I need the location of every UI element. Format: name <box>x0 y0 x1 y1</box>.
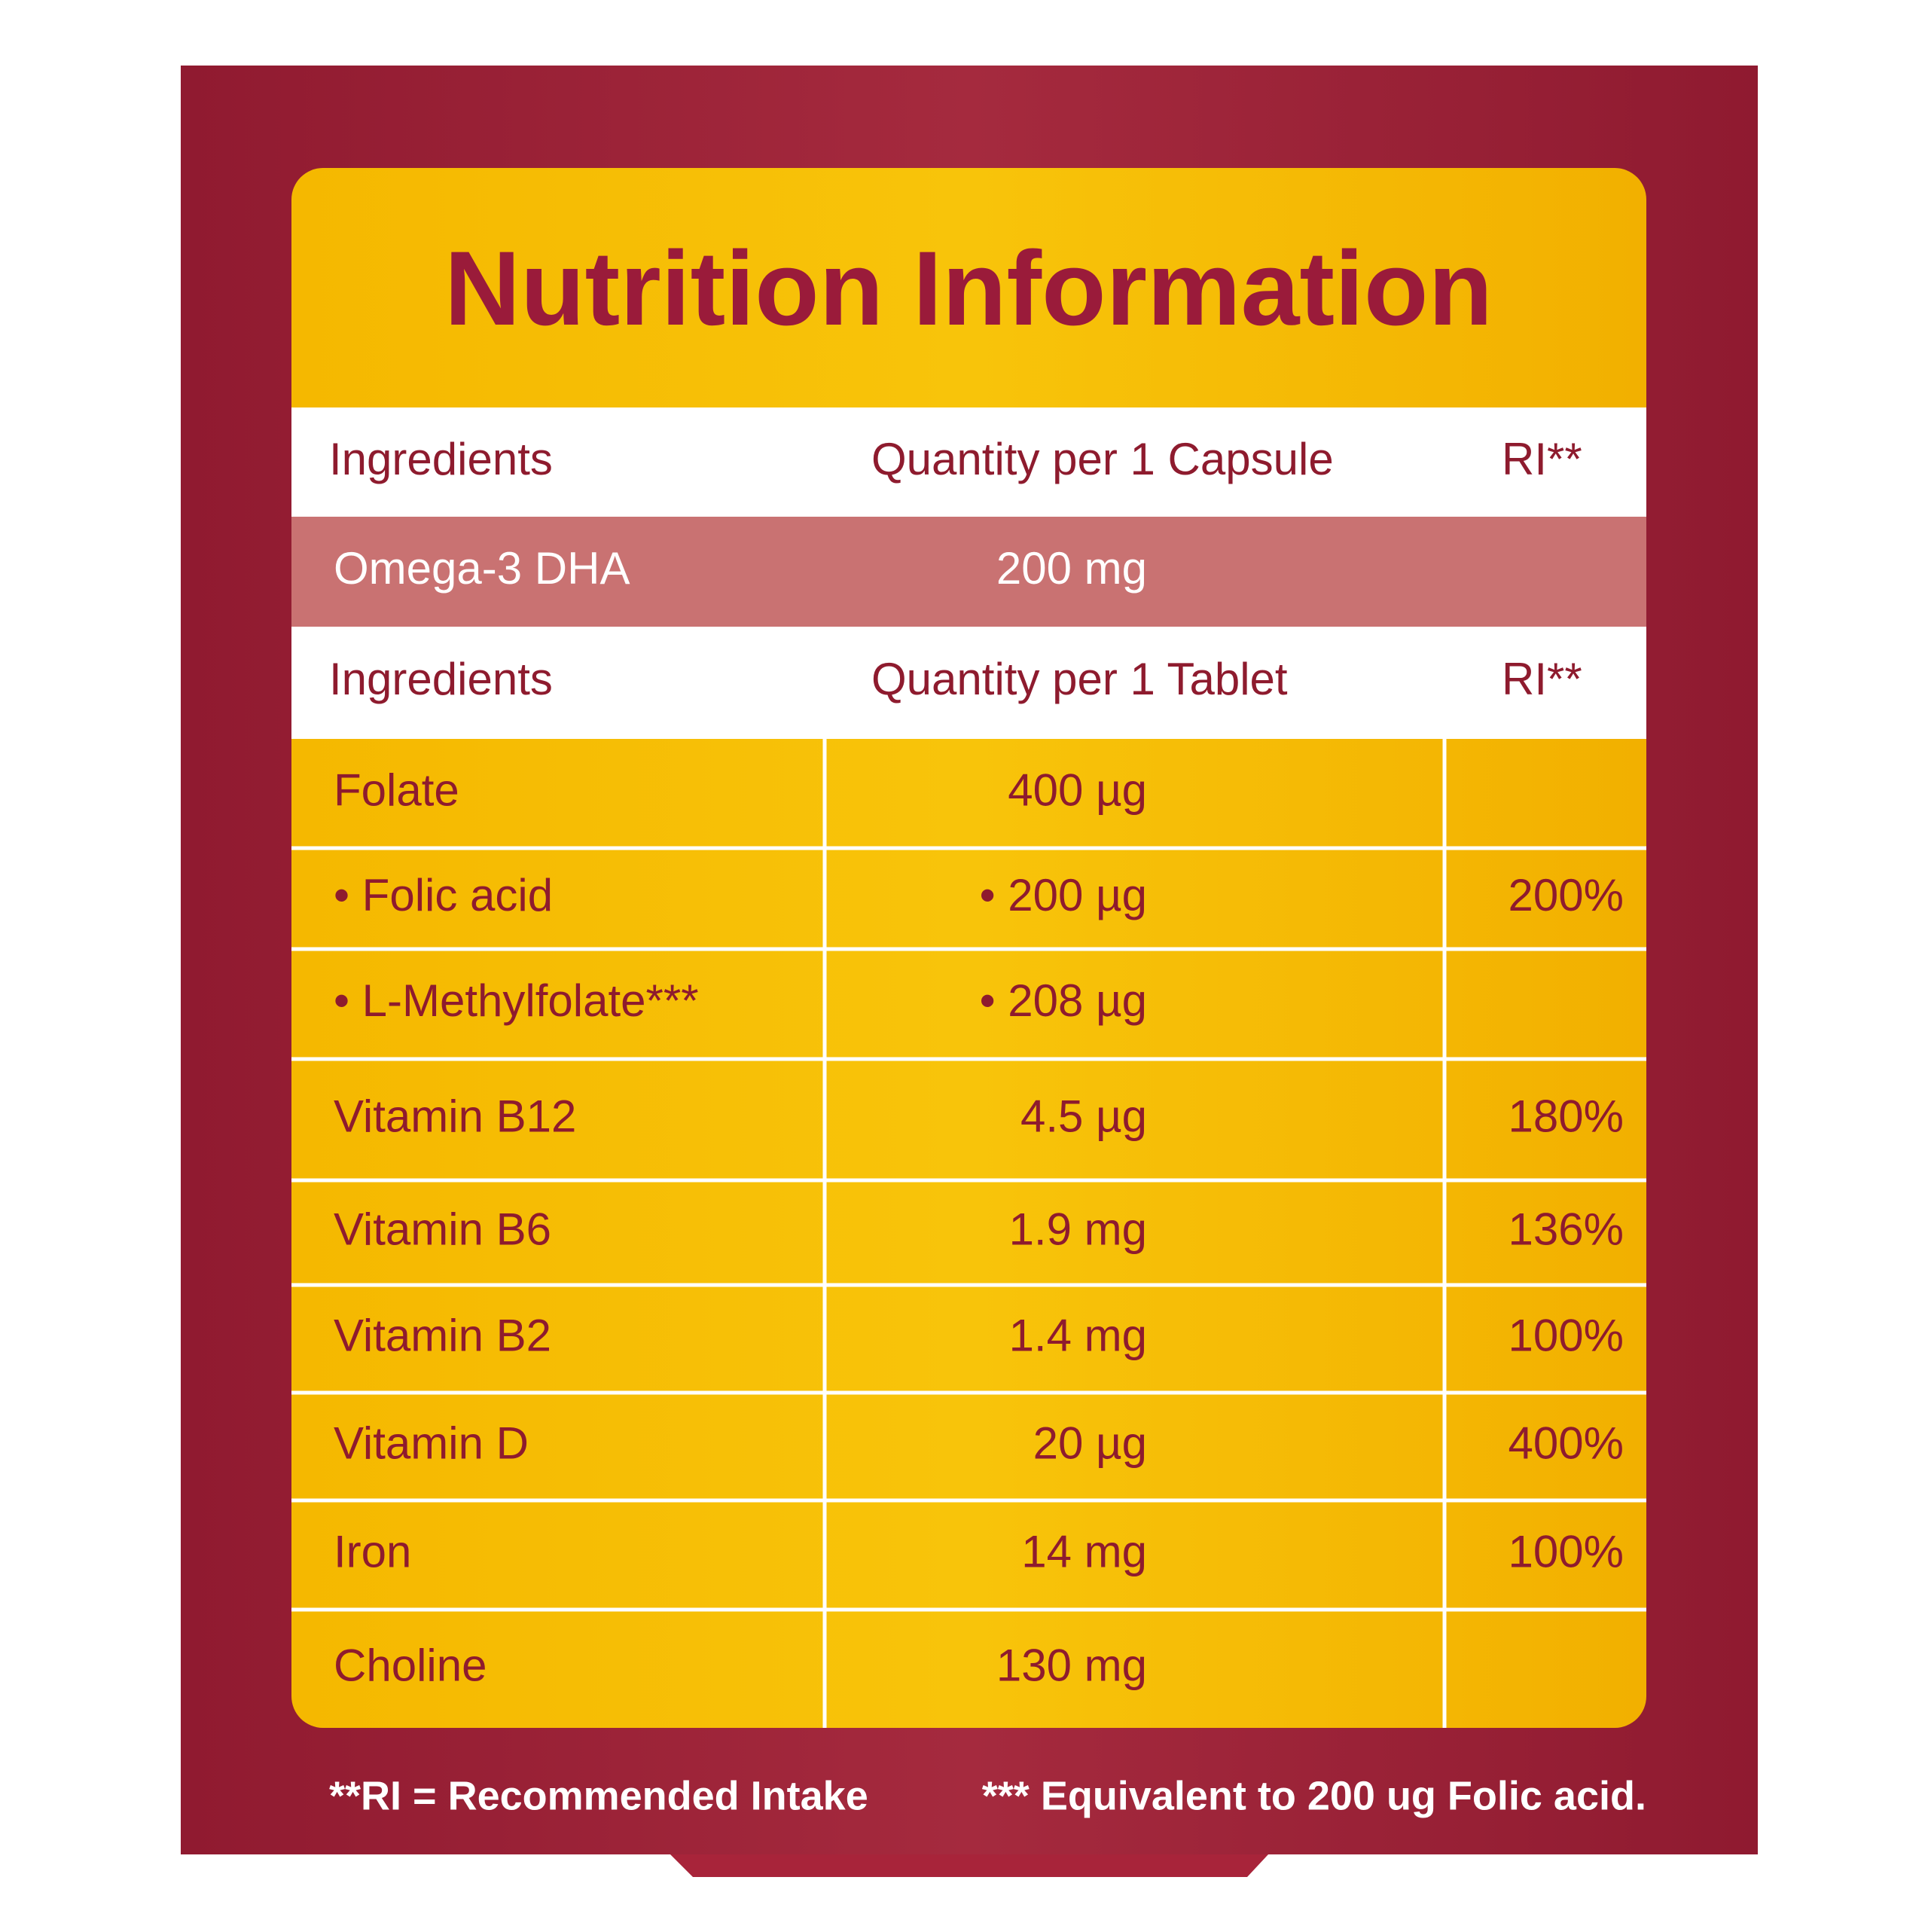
column-header: Ingredients <box>329 434 553 484</box>
column-header: Quantity per 1 Capsule <box>871 434 1334 484</box>
ri-percent: 100% <box>1509 1310 1624 1360</box>
header-row <box>291 407 1646 517</box>
ingredient: Folate <box>334 765 459 815</box>
ingredient: • Folic acid <box>334 870 553 920</box>
ingredient: Vitamin B12 <box>334 1091 576 1141</box>
ingredient: Vitamin B2 <box>334 1310 551 1360</box>
quantity: 130 mg <box>996 1640 1147 1690</box>
ingredient: • L-Methylfolate*** <box>334 975 699 1026</box>
column-header: RI** <box>1502 654 1582 704</box>
ingredient: Vitamin B6 <box>334 1204 551 1254</box>
ri-percent: 400% <box>1509 1418 1624 1468</box>
quantity: 4.5 µg <box>1020 1091 1147 1141</box>
capsule-row <box>291 517 1646 627</box>
ingredient: Vitamin D <box>334 1418 529 1468</box>
quantity: • 208 µg <box>980 975 1147 1026</box>
header-row <box>291 627 1646 739</box>
quantity: • 200 µg <box>980 870 1147 920</box>
table-body: Ingredients Quantity per 1 Capsule RI** Ing… <box>291 434 1646 1728</box>
title: Nutrition Information <box>444 229 1493 347</box>
ingredient: Omega-3 DHA <box>334 543 630 594</box>
quantity: 200 mg <box>996 543 1147 594</box>
quantity: 14 mg <box>1021 1526 1147 1576</box>
quantity: 1.9 mg <box>1009 1204 1147 1254</box>
footnote: *** Equivalent to 200 ug Folic acid. <box>982 1773 1646 1818</box>
column-header: Ingredients <box>329 654 553 704</box>
ri-percent: 200% <box>1509 870 1624 920</box>
ri-percent: 100% <box>1509 1526 1624 1576</box>
footnote: **RI = Recommended Intake <box>329 1773 868 1818</box>
column-header: Quantity per 1 Tablet <box>871 654 1288 704</box>
ingredient: Choline <box>334 1640 487 1690</box>
ri-percent: 180% <box>1509 1091 1624 1141</box>
ri-percent: 136% <box>1509 1204 1624 1254</box>
package-tab <box>670 1854 1268 1877</box>
quantity: 1.4 mg <box>1009 1310 1147 1360</box>
quantity: 400 µg <box>1008 765 1147 815</box>
ingredient: Iron <box>334 1526 411 1576</box>
quantity: 20 µg <box>1033 1418 1147 1468</box>
column-header: RI** <box>1502 434 1582 484</box>
